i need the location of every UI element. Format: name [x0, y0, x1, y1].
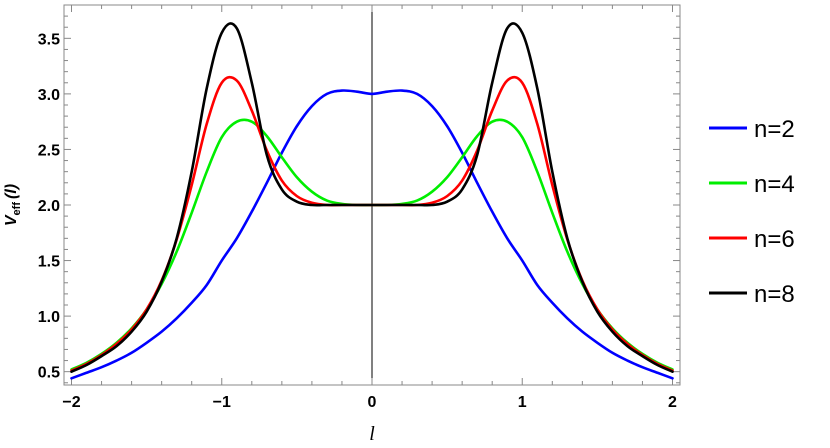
y-axis-title-main: V	[3, 214, 20, 226]
y-tick-label: 0.5	[38, 365, 60, 382]
series-line-n2	[70, 89, 674, 380]
x-tick-label: 2	[668, 394, 677, 411]
legend-label-n2: n=2	[754, 116, 795, 143]
legend-label-n8: n=8	[754, 281, 795, 308]
y-tick-label: 1.5	[38, 254, 60, 271]
y-tick-label: 3.0	[38, 87, 60, 104]
x-ticks: −2 −1 0 1 2	[62, 5, 677, 411]
x-tick-label: −2	[62, 394, 80, 411]
x-tick-label: 1	[518, 394, 527, 411]
x-axis-title: l	[369, 423, 375, 445]
y-tick-label: 2.5	[38, 142, 60, 159]
plot-frame	[63, 4, 681, 386]
y-axis-title-arg: (l)	[3, 184, 20, 199]
x-tick-label: −1	[213, 394, 231, 411]
y-ticks: 0.5 1.0 1.5 2.0 2.5 3.0 3.5	[38, 15, 680, 384]
x-tick-label: 0	[368, 394, 377, 411]
axis-titles: l Veff (l)	[3, 184, 375, 445]
y-tick-label: 2.0	[38, 198, 60, 215]
y-axis-title-sub: eff	[11, 202, 23, 216]
legend-label-n4: n=4	[754, 171, 795, 198]
y-axis-title: Veff (l)	[3, 184, 23, 226]
legend: n=2 n=4 n=6 n=8	[709, 116, 795, 308]
y-tick-label: 3.5	[38, 31, 60, 48]
y-tick-label: 1.0	[38, 309, 60, 326]
legend-label-n6: n=6	[754, 226, 795, 253]
series-layer	[70, 22, 674, 380]
series-line-n8	[70, 22, 674, 373]
